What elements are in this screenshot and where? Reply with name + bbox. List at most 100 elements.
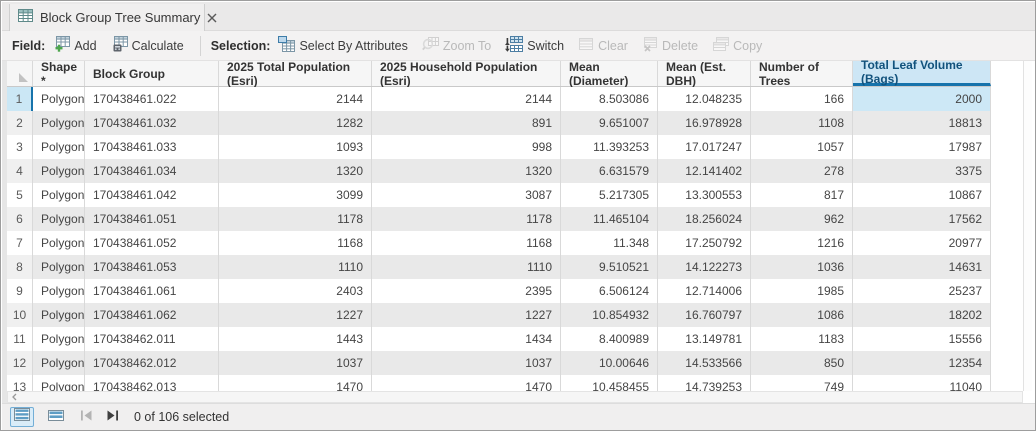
row-number-cell[interactable]: 4 — [7, 159, 33, 183]
table-cell[interactable]: 1434 — [372, 327, 561, 351]
table-cell[interactable]: 170438461.022 — [85, 87, 219, 111]
column-header-total-population[interactable]: 2025 Total Population (Esri) — [219, 60, 372, 88]
table-cell[interactable]: 170438461.053 — [85, 255, 219, 279]
row-number-cell[interactable]: 7 — [7, 231, 33, 255]
table-cell[interactable]: 2395 — [372, 279, 561, 303]
table-cell[interactable]: 2144 — [219, 87, 372, 111]
row-number-cell[interactable]: 1 — [7, 87, 33, 111]
scroll-left-icon[interactable] — [11, 388, 19, 406]
table-cell[interactable]: 170438461.034 — [85, 159, 219, 183]
table-cell[interactable]: 12354 — [853, 351, 991, 375]
zoom-to-button[interactable]: Zoom To — [421, 36, 491, 55]
table-cell[interactable]: 11.348 — [561, 231, 658, 255]
table-cell[interactable]: 11040 — [853, 375, 991, 391]
table-cell[interactable]: 13.300553 — [658, 183, 751, 207]
table-cell[interactable]: 1168 — [219, 231, 372, 255]
table-cell[interactable]: 6.631579 — [561, 159, 658, 183]
table-cell[interactable]: 170438461.033 — [85, 135, 219, 159]
table-cell[interactable]: 170438462.012 — [85, 351, 219, 375]
table-cell[interactable]: 1178 — [372, 207, 561, 231]
show-all-records-button[interactable] — [10, 407, 34, 427]
table-cell[interactable]: 170438462.011 — [85, 327, 219, 351]
row-number-cell[interactable]: 12 — [7, 351, 33, 375]
table-cell[interactable]: Polygon — [33, 87, 85, 111]
table-cell[interactable]: Polygon — [33, 375, 85, 391]
table-cell[interactable]: 17562 — [853, 207, 991, 231]
table-cell[interactable]: 25237 — [853, 279, 991, 303]
table-cell[interactable]: 20977 — [853, 231, 991, 255]
vertical-scrollbar[interactable] — [1023, 61, 1032, 391]
table-cell[interactable]: 1282 — [219, 111, 372, 135]
table-cell[interactable]: 12.141402 — [658, 159, 751, 183]
table-cell[interactable]: Polygon — [33, 231, 85, 255]
table-cell[interactable]: 1110 — [372, 255, 561, 279]
table-cell[interactable]: Polygon — [33, 279, 85, 303]
table-cell[interactable]: 1320 — [219, 159, 372, 183]
table-cell[interactable]: 1108 — [751, 111, 853, 135]
row-number-cell[interactable]: 2 — [7, 111, 33, 135]
table-cell[interactable]: 1057 — [751, 135, 853, 159]
table-cell[interactable]: 1227 — [219, 303, 372, 327]
table-cell[interactable]: 1037 — [219, 351, 372, 375]
table-cell[interactable]: 1093 — [219, 135, 372, 159]
table-cell[interactable]: 170438461.061 — [85, 279, 219, 303]
table-cell[interactable]: Polygon — [33, 327, 85, 351]
table-cell[interactable]: 10.458455 — [561, 375, 658, 391]
row-number-cell[interactable]: 5 — [7, 183, 33, 207]
column-header-number-of-trees[interactable]: Number of Trees — [751, 60, 853, 88]
table-cell[interactable]: 10867 — [853, 183, 991, 207]
select-by-attributes-button[interactable]: Select By Attributes — [278, 36, 408, 55]
table-cell[interactable]: 850 — [751, 351, 853, 375]
table-cell[interactable]: 1227 — [372, 303, 561, 327]
column-header-mean-est-dbh[interactable]: Mean (Est. DBH) — [658, 60, 751, 88]
table-cell[interactable]: 10.00646 — [561, 351, 658, 375]
table-cell[interactable]: 12.048235 — [658, 87, 751, 111]
table-cell[interactable]: 1470 — [372, 375, 561, 391]
table-cell[interactable]: 1086 — [751, 303, 853, 327]
row-number-cell[interactable]: 3 — [7, 135, 33, 159]
table-cell[interactable]: 11.465104 — [561, 207, 658, 231]
table-cell[interactable]: Polygon — [33, 183, 85, 207]
table-cell[interactable]: 18.256024 — [658, 207, 751, 231]
table-cell[interactable]: 17.250792 — [658, 231, 751, 255]
table-cell[interactable]: 3087 — [372, 183, 561, 207]
table-cell[interactable]: 749 — [751, 375, 853, 391]
table-cell[interactable]: 14.533566 — [658, 351, 751, 375]
tab-block-group-tree-summary[interactable]: Block Group Tree Summary — [9, 4, 217, 31]
table-cell[interactable]: 1110 — [219, 255, 372, 279]
table-cell[interactable]: 2403 — [219, 279, 372, 303]
table-cell[interactable]: 998 — [372, 135, 561, 159]
row-number-cell[interactable]: 8 — [7, 255, 33, 279]
table-cell[interactable]: 16.760797 — [658, 303, 751, 327]
table-cell[interactable]: 1443 — [219, 327, 372, 351]
table-cell[interactable]: 1470 — [219, 375, 372, 391]
table-cell[interactable]: 2000 — [853, 87, 991, 111]
table-cell[interactable]: Polygon — [33, 303, 85, 327]
table-cell[interactable]: 13.149781 — [658, 327, 751, 351]
row-number-cell[interactable]: 9 — [7, 279, 33, 303]
table-cell[interactable]: 891 — [372, 111, 561, 135]
table-cell[interactable]: 1168 — [372, 231, 561, 255]
table-cell[interactable]: 817 — [751, 183, 853, 207]
table-cell[interactable]: 17987 — [853, 135, 991, 159]
table-cell[interactable]: 170438461.042 — [85, 183, 219, 207]
table-cell[interactable]: 10.854932 — [561, 303, 658, 327]
table-cell[interactable]: Polygon — [33, 159, 85, 183]
clear-selection-button[interactable]: Clear — [578, 36, 628, 55]
table-cell[interactable]: Polygon — [33, 111, 85, 135]
table-cell[interactable]: 2144 — [372, 87, 561, 111]
table-cell[interactable]: 17.017247 — [658, 135, 751, 159]
select-all-corner[interactable] — [7, 61, 33, 86]
column-header-total-leaf-volume[interactable]: Total Leaf Volume (Bags) — [853, 58, 991, 86]
table-cell[interactable]: 170438461.032 — [85, 111, 219, 135]
table-cell[interactable]: 170438461.062 — [85, 303, 219, 327]
table-cell[interactable]: 166 — [751, 87, 853, 111]
table-cell[interactable]: Polygon — [33, 255, 85, 279]
table-cell[interactable]: 14.739253 — [658, 375, 751, 391]
table-cell[interactable]: Polygon — [33, 135, 85, 159]
switch-selection-button[interactable]: Switch — [505, 36, 564, 55]
close-icon[interactable] — [207, 10, 217, 26]
table-cell[interactable]: 8.503086 — [561, 87, 658, 111]
table-cell[interactable]: 14631 — [853, 255, 991, 279]
table-cell[interactable]: 1036 — [751, 255, 853, 279]
